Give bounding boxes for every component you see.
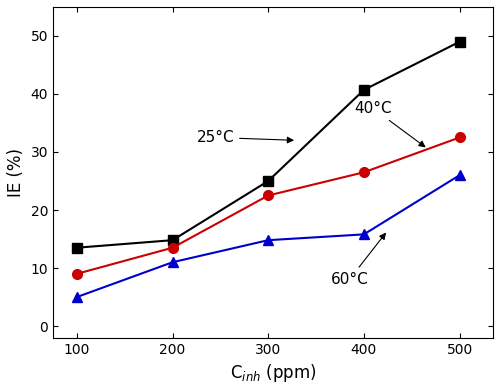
Text: 25°C: 25°C (196, 130, 293, 145)
Text: 40°C: 40°C (354, 101, 425, 147)
Text: 60°C: 60°C (330, 233, 386, 287)
Y-axis label: IE (%): IE (%) (7, 148, 25, 197)
X-axis label: C$_{inh}$ (ppm): C$_{inh}$ (ppm) (230, 362, 316, 384)
